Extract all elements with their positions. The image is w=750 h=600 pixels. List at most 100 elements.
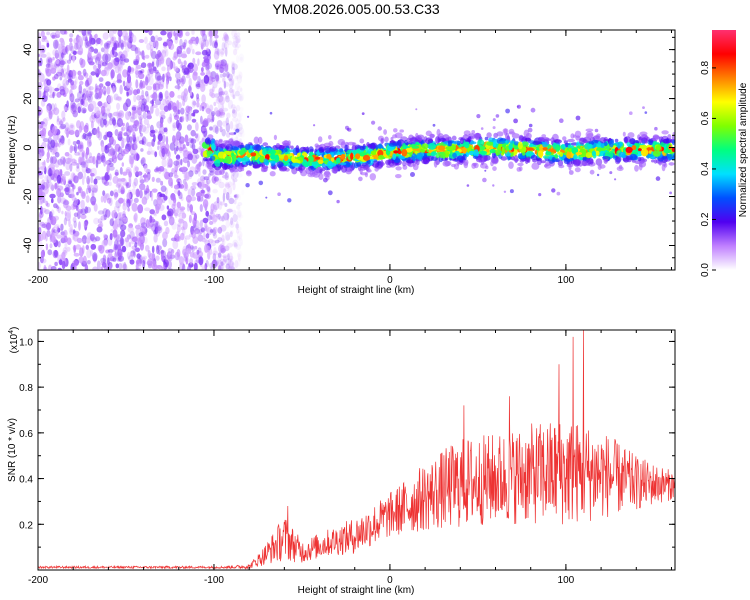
snr-y-tick-label: 1.0	[19, 337, 33, 348]
spectral-cell	[618, 164, 623, 170]
noise-speckle	[237, 202, 243, 206]
spectral-cell	[622, 131, 626, 137]
noise-speckle	[209, 229, 214, 233]
noise-speckle	[107, 64, 112, 71]
noise-speckle	[41, 95, 48, 103]
spectral-cell	[596, 133, 601, 138]
noise-speckle	[96, 130, 101, 139]
spectral-cell	[571, 147, 579, 155]
noise-speckle	[156, 75, 163, 81]
noise-speckle	[94, 128, 100, 136]
noise-speckle	[219, 66, 225, 74]
noise-speckle	[137, 135, 143, 143]
noise-speckle	[237, 113, 242, 123]
noise-speckle	[233, 199, 237, 205]
spectral-cell	[214, 139, 220, 147]
noise-speckle	[76, 120, 81, 129]
noise-speckle	[86, 164, 89, 171]
x-tick-label: -100	[204, 275, 224, 286]
noise-speckle	[60, 59, 64, 65]
noise-speckle	[96, 52, 100, 61]
noise-speckle	[184, 181, 188, 189]
noise-speckle	[91, 127, 98, 136]
spectral-cell	[472, 155, 479, 159]
noise-speckle	[192, 57, 196, 65]
noise-speckle	[175, 154, 181, 160]
noise-speckle	[238, 71, 243, 79]
noise-speckle	[185, 31, 190, 37]
noise-speckle	[80, 214, 87, 220]
spectral-cell	[425, 137, 433, 145]
noise-speckle	[42, 35, 47, 40]
noise-speckle	[161, 50, 167, 58]
noise-speckle	[117, 63, 123, 71]
noise-speckle	[141, 136, 147, 146]
noise-speckle	[116, 117, 123, 128]
noise-speckle	[162, 231, 168, 240]
noise-speckle	[220, 261, 224, 266]
spectral-cell	[397, 150, 402, 155]
spectral-cell	[544, 138, 551, 142]
spectral-cell	[439, 138, 446, 142]
spectral-cell	[379, 161, 385, 167]
noise-speckle	[190, 138, 197, 144]
noise-speckle	[140, 157, 146, 167]
noise-speckle	[182, 99, 186, 107]
noise-speckle	[212, 233, 218, 239]
noise-speckle	[66, 100, 69, 108]
noise-speckle	[152, 211, 157, 216]
spectral-cell	[399, 129, 405, 133]
noise-speckle	[199, 79, 205, 89]
noise-speckle	[52, 91, 55, 99]
noise-speckle	[212, 259, 219, 267]
spectral-cell	[257, 136, 263, 145]
noise-speckle	[106, 209, 110, 219]
noise-speckle	[228, 121, 234, 129]
noise-speckle	[140, 62, 147, 69]
noise-speckle	[225, 192, 230, 201]
spectral-cell	[359, 138, 365, 144]
noise-speckle	[222, 255, 226, 263]
noise-speckle	[200, 115, 203, 125]
noise-speckle	[97, 101, 103, 107]
noise-speckle	[110, 69, 115, 79]
noise-speckle	[174, 36, 179, 44]
noise-speckle	[70, 224, 73, 233]
noise-speckle	[202, 169, 207, 175]
noise-speckle	[122, 80, 126, 87]
noise-speckle	[207, 186, 211, 193]
noise-speckle	[140, 118, 143, 128]
spectral-cell	[337, 138, 346, 146]
noise-speckle	[105, 103, 112, 112]
spectral-cell	[603, 157, 608, 164]
noise-speckle	[40, 195, 43, 206]
noise-speckle	[225, 62, 229, 68]
noise-speckle	[119, 84, 123, 95]
noise-speckle	[60, 123, 67, 129]
noise-speckle	[119, 236, 124, 247]
noise-speckle	[72, 260, 79, 267]
noise-speckle	[198, 181, 205, 190]
noise-speckle	[44, 92, 48, 101]
noise-speckle	[66, 237, 72, 245]
spectral-cell	[491, 156, 499, 165]
noise-speckle	[91, 190, 95, 199]
noise-speckle	[179, 76, 182, 83]
spectral-cell	[548, 144, 552, 150]
noise-speckle	[125, 98, 131, 108]
spectral-cell	[619, 142, 623, 147]
noise-speckle	[226, 212, 230, 222]
noise-speckle	[50, 32, 57, 38]
noise-speckle	[69, 71, 72, 80]
noise-speckle	[230, 104, 236, 109]
spectral-cell	[326, 153, 332, 160]
spectral-cell	[567, 138, 575, 143]
noise-speckle	[95, 73, 99, 78]
noise-speckle	[189, 166, 196, 173]
noise-speckle	[44, 181, 50, 189]
noise-speckle	[210, 92, 216, 99]
noise-speckle	[142, 111, 147, 120]
snr-scale-note-base: (x10	[9, 333, 20, 353]
spectral-cell	[508, 161, 514, 169]
noise-speckle	[176, 201, 181, 209]
